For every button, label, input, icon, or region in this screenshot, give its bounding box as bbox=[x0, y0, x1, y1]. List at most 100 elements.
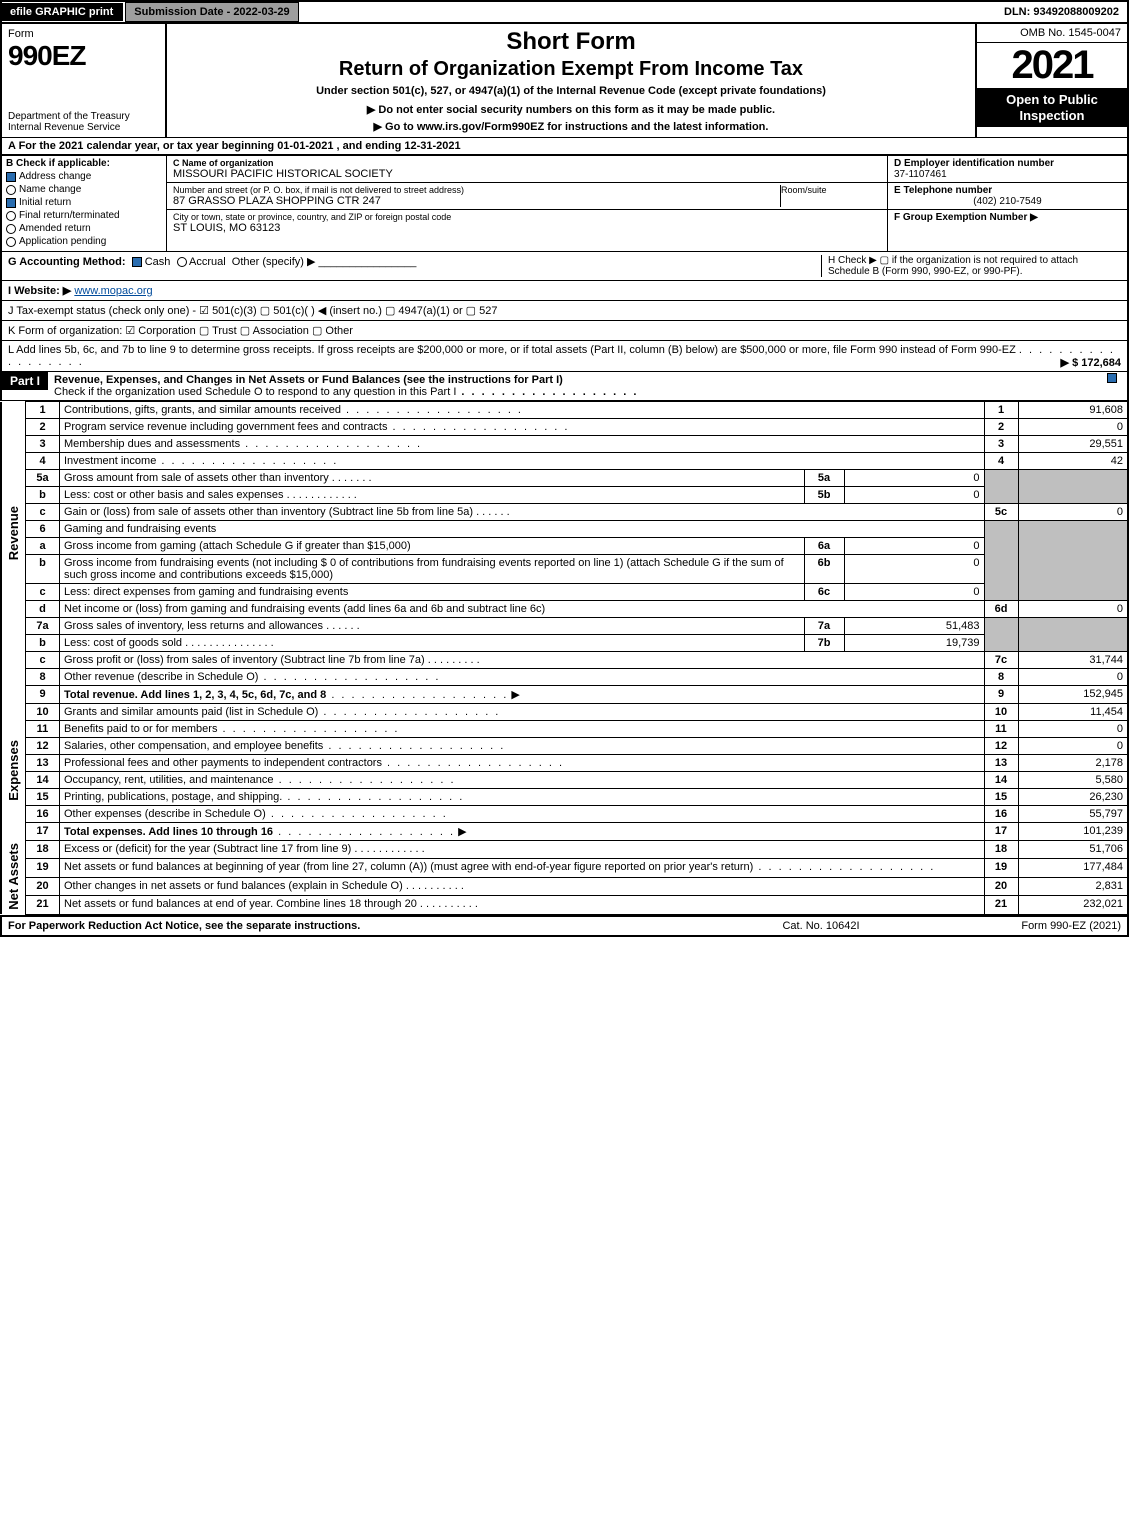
line-19-val: 177,484 bbox=[1018, 859, 1128, 877]
line-16-val: 55,797 bbox=[1018, 806, 1128, 823]
line-1-val: 91,608 bbox=[1018, 402, 1128, 419]
line-13-desc: Professional fees and other payments to … bbox=[64, 757, 382, 769]
website-link[interactable]: www.mopac.org bbox=[74, 285, 152, 297]
accrual-label: Accrual bbox=[189, 256, 226, 268]
f-label: F Group Exemption Number ▶ bbox=[894, 212, 1121, 223]
line-19-rn: 19 bbox=[984, 859, 1018, 877]
line-12-desc: Salaries, other compensation, and employ… bbox=[64, 740, 323, 752]
line-20-desc: Other changes in net assets or fund bala… bbox=[64, 880, 403, 892]
efile-print-button[interactable]: efile GRAPHIC print bbox=[2, 3, 123, 21]
line-14-num: 14 bbox=[26, 772, 60, 789]
line-6c-desc: Less: direct expenses from gaming and fu… bbox=[60, 584, 805, 601]
line-17-val: 101,239 bbox=[1018, 823, 1128, 841]
line-17-num: 17 bbox=[26, 823, 60, 841]
checkbox-address-change[interactable] bbox=[6, 172, 16, 182]
line-6d-num: d bbox=[26, 601, 60, 618]
line-5b-num: b bbox=[26, 487, 60, 504]
line-10-num: 10 bbox=[26, 704, 60, 721]
info-rows: G Accounting Method: Cash Accrual Other … bbox=[0, 252, 1129, 372]
e-label: E Telephone number bbox=[894, 185, 1121, 196]
line-21-num: 21 bbox=[26, 896, 60, 914]
label-final-return: Final return/terminated bbox=[19, 210, 120, 221]
line-16-num: 16 bbox=[26, 806, 60, 823]
other-label: Other (specify) ▶ bbox=[232, 256, 316, 268]
checkbox-name-change[interactable] bbox=[6, 185, 16, 195]
line-5c-num: c bbox=[26, 504, 60, 521]
line-3-num: 3 bbox=[26, 436, 60, 453]
checkbox-schedule-o[interactable] bbox=[1107, 373, 1117, 383]
goto-link[interactable]: ▶ Go to www.irs.gov/Form990EZ for instru… bbox=[175, 120, 967, 133]
line-7b-sv: 19,739 bbox=[844, 635, 984, 652]
label-initial-return: Initial return bbox=[19, 197, 71, 208]
checkbox-initial-return[interactable] bbox=[6, 198, 16, 208]
line-1-rn: 1 bbox=[984, 402, 1018, 419]
part-1-sub: Check if the organization used Schedule … bbox=[54, 386, 456, 398]
checkbox-pending[interactable] bbox=[6, 237, 16, 247]
line-1-desc: Contributions, gifts, grants, and simila… bbox=[64, 404, 341, 416]
line-18-rn: 18 bbox=[984, 841, 1018, 859]
part-1-title: Revenue, Expenses, and Changes in Net As… bbox=[54, 374, 563, 386]
line-20-rn: 20 bbox=[984, 877, 1018, 895]
checkbox-cash[interactable] bbox=[132, 257, 142, 267]
footer-form: Form 990-EZ (2021) bbox=[921, 920, 1121, 932]
line-2-desc: Program service revenue including govern… bbox=[64, 421, 387, 433]
line-8-rn: 8 bbox=[984, 669, 1018, 686]
line-12-num: 12 bbox=[26, 738, 60, 755]
label-address-change: Address change bbox=[19, 171, 91, 182]
line-18-val: 51,706 bbox=[1018, 841, 1128, 859]
line-20-num: 20 bbox=[26, 877, 60, 895]
line-17-desc: Total expenses. Add lines 10 through 16 bbox=[64, 826, 273, 838]
row-g: G Accounting Method: Cash Accrual Other … bbox=[8, 255, 821, 277]
line-6a-sn: 6a bbox=[804, 538, 844, 555]
label-amended: Amended return bbox=[19, 223, 91, 234]
checkbox-accrual[interactable] bbox=[177, 257, 187, 267]
dln: DLN: 93492088009202 bbox=[996, 3, 1127, 21]
part-1-header: Part I Revenue, Expenses, and Changes in… bbox=[0, 372, 1129, 401]
form-header: Form 990EZ Department of the Treasury In… bbox=[0, 24, 1129, 137]
sidelabel-netassets: Net Assets bbox=[6, 843, 21, 910]
line-8-desc: Other revenue (describe in Schedule O) bbox=[64, 671, 258, 683]
line-7b-desc: Less: cost of goods sold bbox=[64, 637, 182, 649]
line-10-val: 11,454 bbox=[1018, 704, 1128, 721]
line-5c-rn: 5c bbox=[984, 504, 1018, 521]
line-7a-desc: Gross sales of inventory, less returns a… bbox=[64, 620, 323, 632]
box-c: C Name of organization MISSOURI PACIFIC … bbox=[167, 156, 887, 251]
line-7b-sn: 7b bbox=[804, 635, 844, 652]
line-15-val: 26,230 bbox=[1018, 789, 1128, 806]
line-3-rn: 3 bbox=[984, 436, 1018, 453]
i-label: I Website: ▶ bbox=[8, 285, 71, 297]
line-13-rn: 13 bbox=[984, 755, 1018, 772]
row-j: J Tax-exempt status (check only one) - ☑… bbox=[2, 301, 1127, 321]
line-14-desc: Occupancy, rent, utilities, and maintena… bbox=[64, 774, 274, 786]
inspection-badge: Open to Public Inspection bbox=[977, 88, 1127, 127]
line-5c-val: 0 bbox=[1018, 504, 1128, 521]
line-5b-sn: 5b bbox=[804, 487, 844, 504]
line-9-rn: 9 bbox=[984, 686, 1018, 704]
form-number: 990EZ bbox=[8, 40, 159, 72]
part-1-label: Part I bbox=[2, 372, 48, 390]
no-ssn-note: ▶ Do not enter social security numbers o… bbox=[175, 103, 967, 116]
line-12-val: 0 bbox=[1018, 738, 1128, 755]
line-15-num: 15 bbox=[26, 789, 60, 806]
row-k: K Form of organization: ☑ Corporation ▢ … bbox=[2, 321, 1127, 341]
row-h: H Check ▶ ▢ if the organization is not r… bbox=[821, 255, 1121, 277]
city-label: City or town, state or province, country… bbox=[173, 212, 881, 222]
line-5b-desc: Less: cost or other basis and sales expe… bbox=[64, 489, 284, 501]
addr-label: Number and street (or P. O. box, if mail… bbox=[173, 185, 774, 195]
checkbox-final-return[interactable] bbox=[6, 211, 16, 221]
sidelabel-revenue: Revenue bbox=[6, 506, 21, 560]
checkbox-amended[interactable] bbox=[6, 224, 16, 234]
department: Department of the Treasury Internal Reve… bbox=[8, 111, 159, 133]
row-l-text: L Add lines 5b, 6c, and 7b to line 9 to … bbox=[8, 344, 1016, 356]
line-2-val: 0 bbox=[1018, 419, 1128, 436]
box-d-e-f: D Employer identification number 37-1107… bbox=[887, 156, 1127, 251]
room-label: Room/suite bbox=[781, 185, 875, 195]
label-pending: Application pending bbox=[19, 236, 106, 247]
line-7c-val: 31,744 bbox=[1018, 652, 1128, 669]
line-6d-desc: Net income or (loss) from gaming and fun… bbox=[60, 601, 985, 618]
line-5a-sv: 0 bbox=[844, 470, 984, 487]
box-b-title: B Check if applicable: bbox=[6, 158, 162, 169]
line-15-desc: Printing, publications, postage, and shi… bbox=[64, 791, 282, 803]
line-17-rn: 17 bbox=[984, 823, 1018, 841]
line-5a-sn: 5a bbox=[804, 470, 844, 487]
